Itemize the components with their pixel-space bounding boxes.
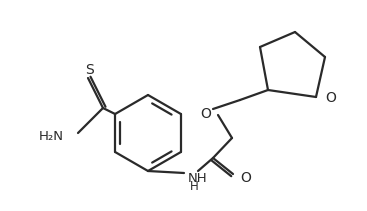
Text: NH: NH	[188, 172, 208, 184]
Text: H₂N: H₂N	[39, 130, 64, 142]
Text: O: O	[325, 91, 336, 105]
Text: O: O	[200, 107, 211, 121]
Text: O: O	[240, 171, 251, 185]
Text: H: H	[190, 180, 199, 193]
Text: S: S	[85, 63, 93, 77]
